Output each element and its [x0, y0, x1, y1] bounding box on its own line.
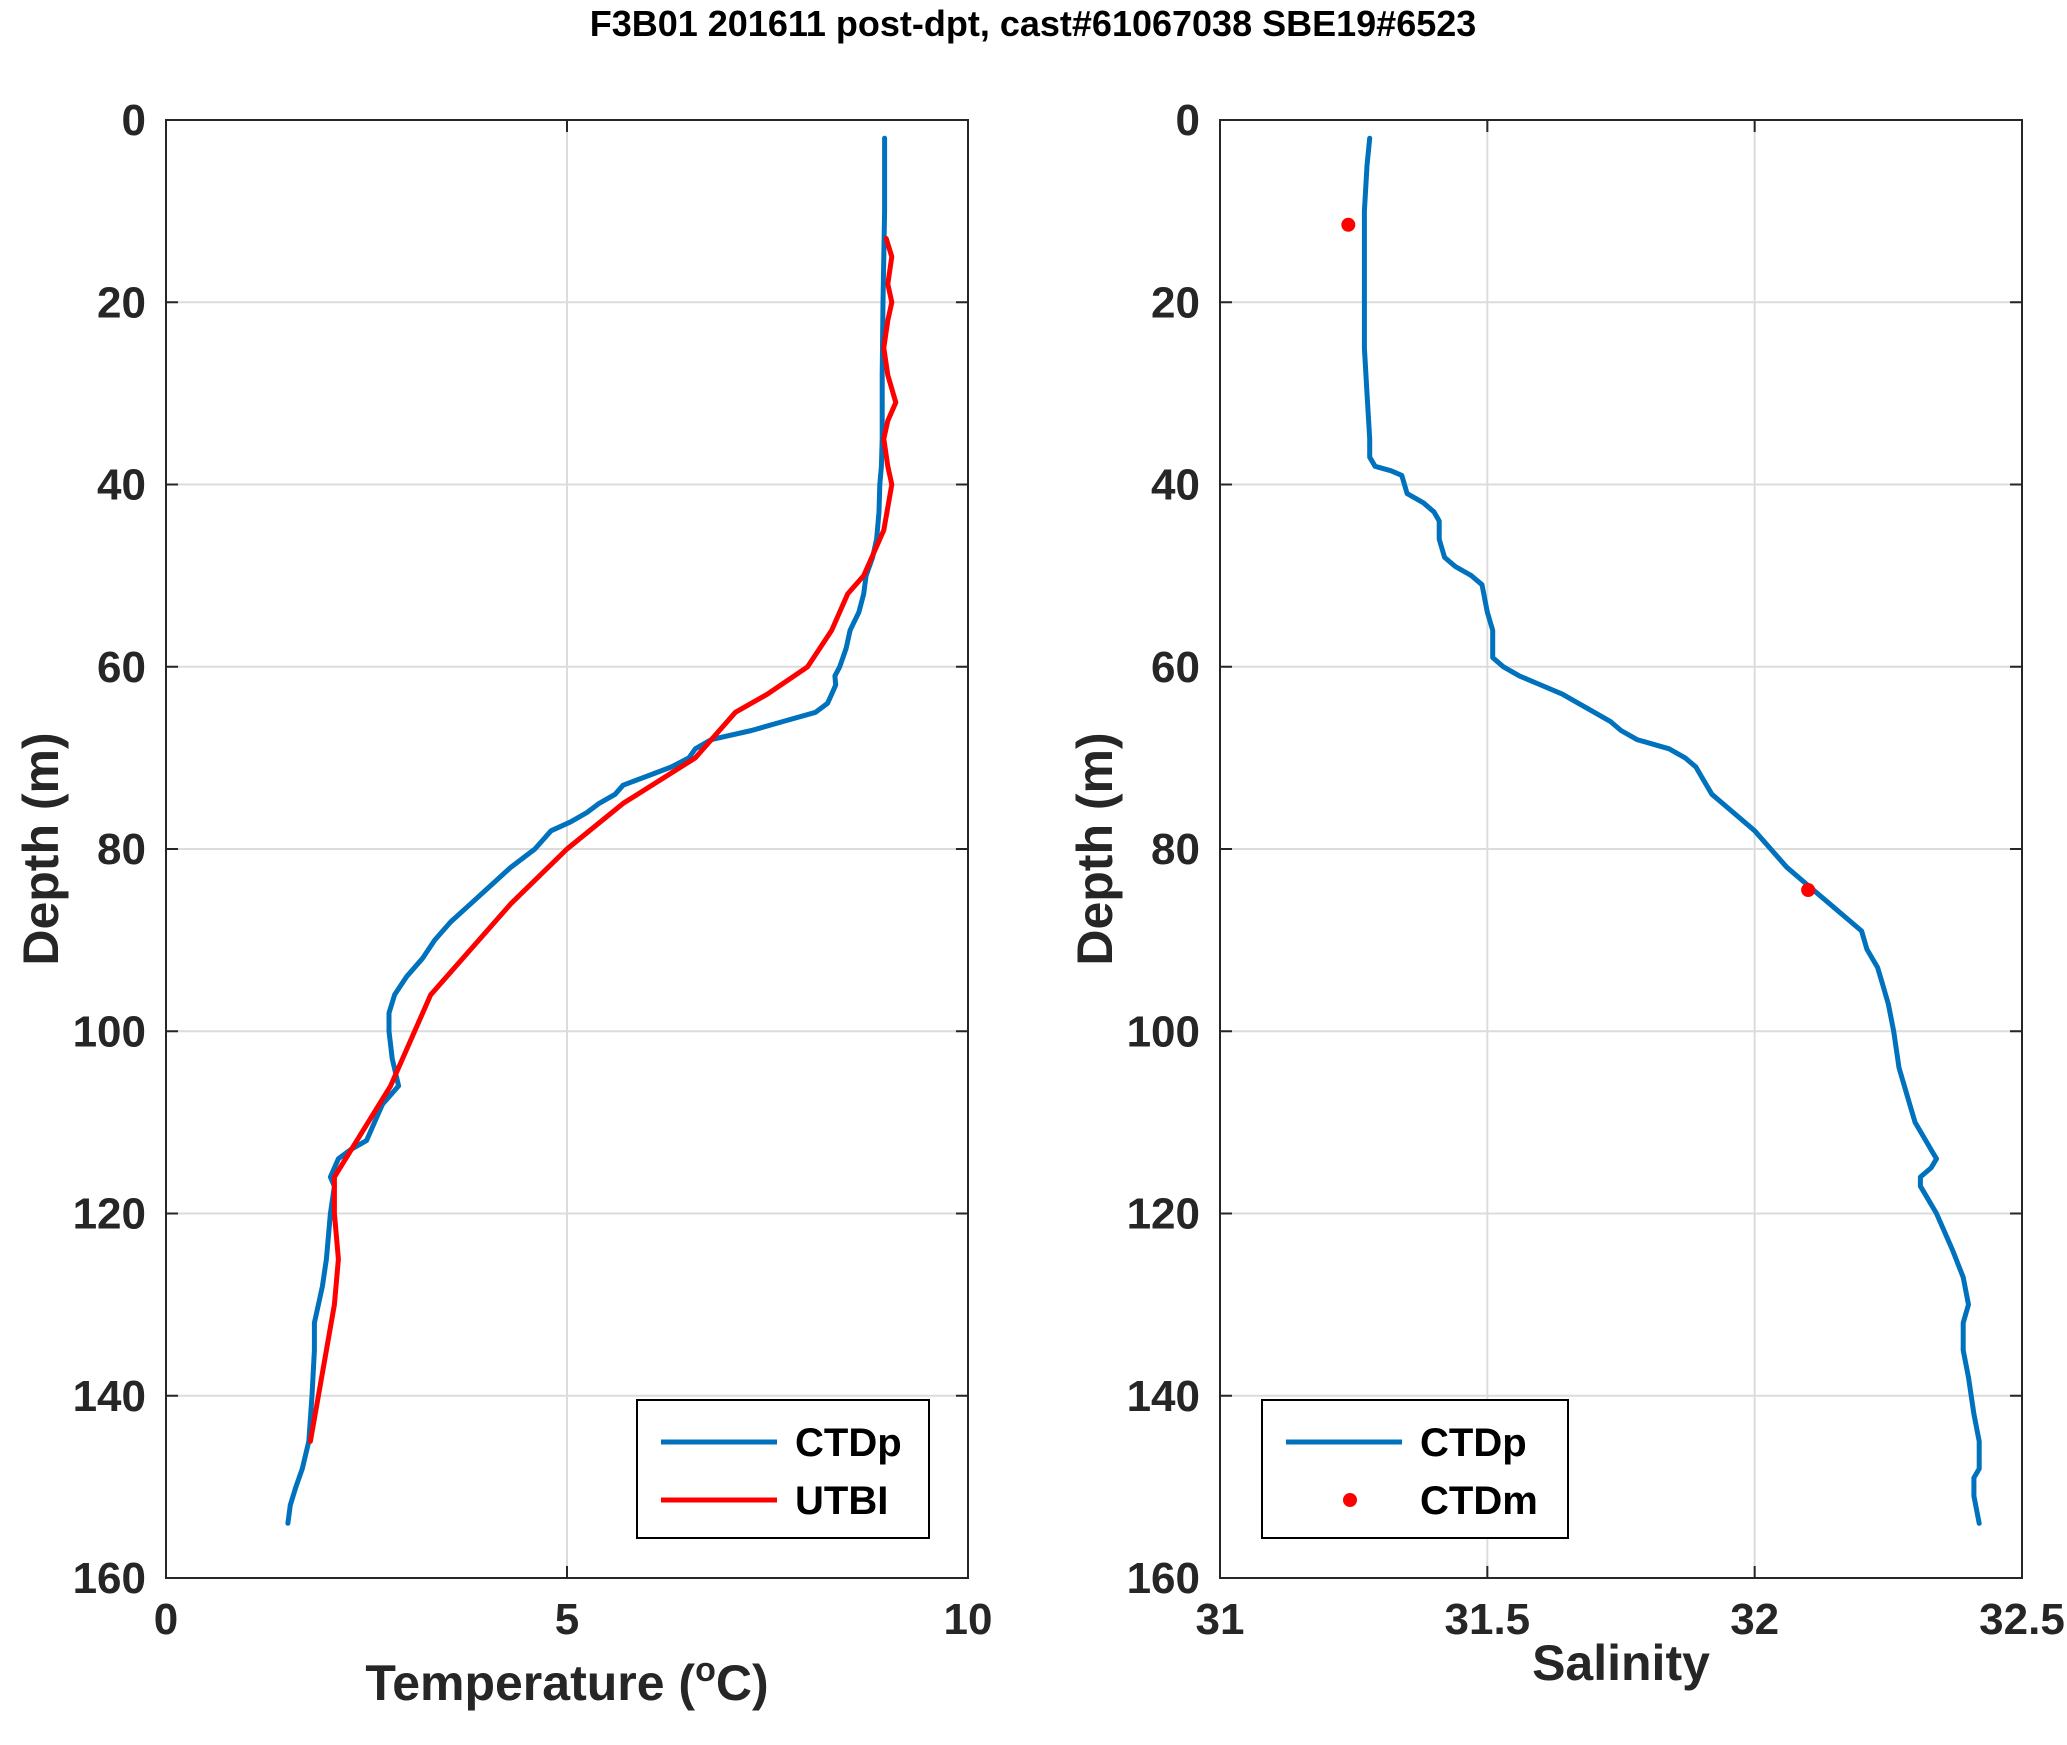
salinity-series-ctdm-point [1801, 883, 1816, 898]
salinity-legend-label-ctdm: CTDm [1420, 1479, 1538, 1523]
salinity-x-tick-label: 31.5 [1445, 1595, 1531, 1644]
salinity-y-tick-label: 120 [1127, 1190, 1200, 1239]
temperature-x-tick-label: 0 [154, 1595, 178, 1644]
salinity-x-axis-label: Salinity [1532, 1635, 1710, 1691]
salinity-y-tick-label: 100 [1127, 1007, 1200, 1056]
salinity-y-tick-label: 20 [1151, 278, 1200, 327]
temperature-y-tick-label: 140 [73, 1372, 146, 1421]
salinity-y-tick-label: 160 [1127, 1554, 1200, 1603]
temperature-y-tick-label: 80 [97, 825, 146, 874]
temperature-legend-label-ctdp: CTDp [795, 1421, 902, 1465]
salinity-legend-box [1261, 1399, 1569, 1539]
salinity-x-tick-label: 32.5 [1979, 1595, 2065, 1644]
salinity-series [1341, 135, 1982, 1526]
temperature-x-tick-label: 10 [944, 1595, 993, 1644]
salinity-y-axis-label: Depth (m) [1067, 732, 1123, 965]
salinity-grid [1219, 119, 2023, 1579]
salinity-panel: 31 31.5 32 32.5 0 20 40 60 80 100 120 140 160 Salini… [1067, 96, 2065, 1691]
temperature-legend-label-utbi: UTBI [795, 1479, 888, 1523]
temperature-y-tick-label: 120 [73, 1190, 146, 1239]
salinity-y-tick-label: 140 [1127, 1372, 1200, 1421]
salinity-legend: CTDp CTDm [1261, 1399, 1569, 1539]
temperature-series-utbi-line [307, 236, 899, 1444]
salinity-series-ctdm-point [1341, 217, 1356, 232]
salinity-y-tick-label: 60 [1151, 643, 1200, 692]
temperature-y-tick-label: 20 [97, 278, 146, 327]
salinity-x-tick-label: 31 [1196, 1595, 1245, 1644]
temperature-y-tick-label: 160 [73, 1554, 146, 1603]
temperature-x-label-sup: o [695, 1651, 716, 1689]
temperature-y-tick-label: 0 [122, 96, 146, 145]
salinity-x-tick-label: 32 [1730, 1595, 1779, 1644]
temperature-legend-box [636, 1399, 930, 1539]
temperature-x-label-end: C) [716, 1655, 769, 1711]
figure-title: F3B01 201611 post-dpt, cast#61067038 SBE… [590, 3, 1477, 44]
temperature-legend: CTDp UTBI [636, 1399, 930, 1539]
salinity-ticks: 31 31.5 32 32.5 0 20 40 60 80 100 120 140 160 [1127, 96, 2065, 1644]
temperature-x-label-main: Temperature ( [365, 1655, 695, 1711]
salinity-y-tick-label: 0 [1176, 96, 1200, 145]
temperature-x-tick-label: 5 [555, 1595, 579, 1644]
temperature-y-tick-label: 100 [73, 1007, 146, 1056]
salinity-y-tick-label: 40 [1151, 461, 1200, 510]
salinity-y-tick-label: 80 [1151, 825, 1200, 874]
temperature-x-axis-label: Temperature (oC) [365, 1651, 768, 1711]
salinity-legend-swatch-ctdm [1343, 1493, 1357, 1507]
salinity-legend-label-ctdp: CTDp [1420, 1421, 1527, 1465]
temperature-series [285, 135, 899, 1526]
temperature-y-axis-label: Depth (m) [13, 732, 69, 965]
salinity-series-ctdp-line [1361, 135, 1982, 1526]
temperature-y-tick-label: 40 [97, 461, 146, 510]
temperature-series-ctdp-line [285, 135, 888, 1526]
temperature-y-tick-label: 60 [97, 643, 146, 692]
